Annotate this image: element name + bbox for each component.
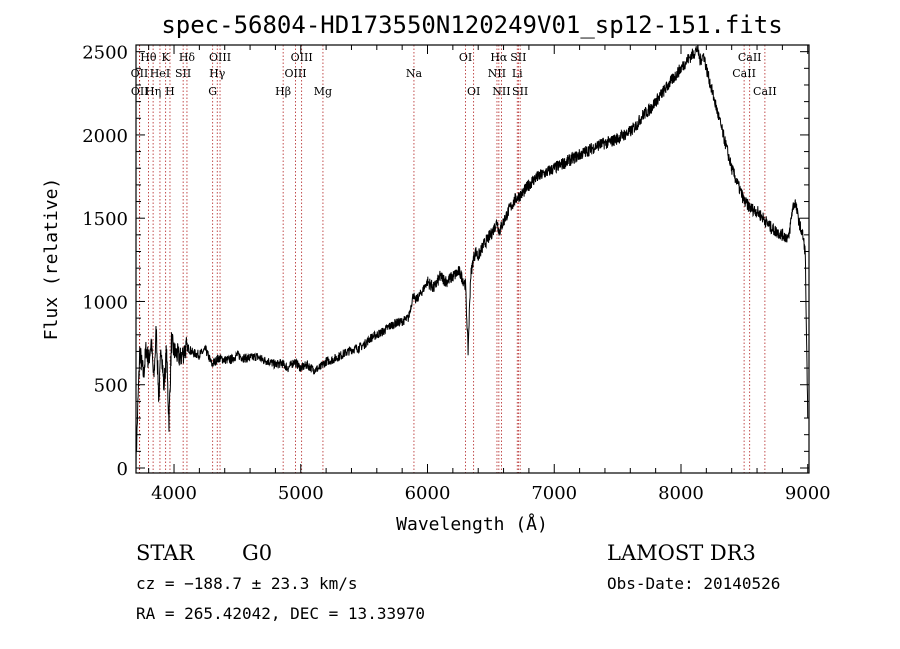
spectral-line-label: OII: [131, 67, 149, 80]
spectral-line-label: OII: [131, 85, 149, 98]
spectral-line-label: CaII: [753, 85, 777, 98]
observation-date: Obs-Date: 20140526: [607, 574, 780, 593]
object-subclass: G0: [242, 541, 272, 565]
plot-frame: [135, 44, 810, 474]
spectral-line-label: Hγ: [209, 67, 226, 80]
spectral-line-label: NII: [492, 85, 510, 98]
y-tick-label: 1000: [82, 292, 128, 313]
spectral-line-label: NII: [488, 67, 506, 80]
survey-name: LAMOST DR3: [607, 541, 756, 565]
spectral-line-label: OIII: [285, 67, 307, 80]
x-tick-label: 6000: [405, 483, 451, 504]
y-tick-label: 0: [117, 459, 128, 480]
spectral-line-label: SII: [510, 51, 526, 64]
x-tick-label: 4000: [151, 483, 197, 504]
y-axis-ticks: 0 500 1000 1500 2000 2500: [82, 43, 809, 480]
spectral-line-label: Hη: [145, 85, 161, 98]
spectral-line-label: OI: [467, 85, 480, 98]
spectral-line-label: H: [165, 85, 175, 98]
y-tick-label: 2000: [82, 126, 128, 147]
y-tick-label: 2500: [82, 43, 128, 64]
spectral-line-label: SII: [175, 67, 191, 80]
x-tick-label: 5000: [278, 483, 324, 504]
spectrum-line: [135, 45, 809, 474]
x-axis-ticks: 4000 5000 6000 7000 8000 9000: [148, 45, 831, 504]
x-tick-label: 9000: [785, 483, 831, 504]
spectral-line-label: Na: [406, 67, 423, 80]
object-class: STAR: [136, 541, 195, 565]
redshift-velocity: cz = −188.7 ± 23.3 km/s: [136, 574, 358, 593]
x-tick-label: 7000: [531, 483, 577, 504]
spectral-line-label: Li: [512, 67, 523, 80]
spectral-line-label: G: [208, 85, 217, 98]
spectral-line-label: OIII: [291, 51, 313, 64]
spectral-line-label: SII: [512, 85, 528, 98]
x-tick-label: 8000: [658, 483, 704, 504]
spectral-line-markers: [139, 45, 766, 473]
spectral-line-label: Hδ: [179, 51, 196, 64]
spectral-line-label: CaII: [732, 67, 756, 80]
spectral-line-label: OIII: [209, 51, 231, 64]
sky-coordinates: RA = 265.42042, DEC = 13.33970: [136, 604, 425, 623]
spectral-line-label: K: [162, 51, 171, 64]
spectral-line-label: Mg: [314, 85, 332, 98]
spectral-line-label: Hβ: [275, 85, 291, 98]
y-tick-label: 1500: [82, 209, 128, 230]
chart-title: spec-56804-HD173550N120249V01_sp12-151.f…: [161, 11, 782, 39]
spectral-line-label: Hα: [490, 51, 508, 64]
spectral-line-label: HeI: [150, 67, 170, 80]
spectral-line-label: OI: [459, 51, 472, 64]
y-axis-label: Flux (relative): [41, 178, 62, 341]
spectral-line-label: CaII: [738, 51, 762, 64]
spectral-line-label: Hθ: [140, 51, 157, 64]
y-tick-label: 500: [94, 376, 128, 397]
x-axis-label: Wavelength (Å): [396, 513, 548, 535]
